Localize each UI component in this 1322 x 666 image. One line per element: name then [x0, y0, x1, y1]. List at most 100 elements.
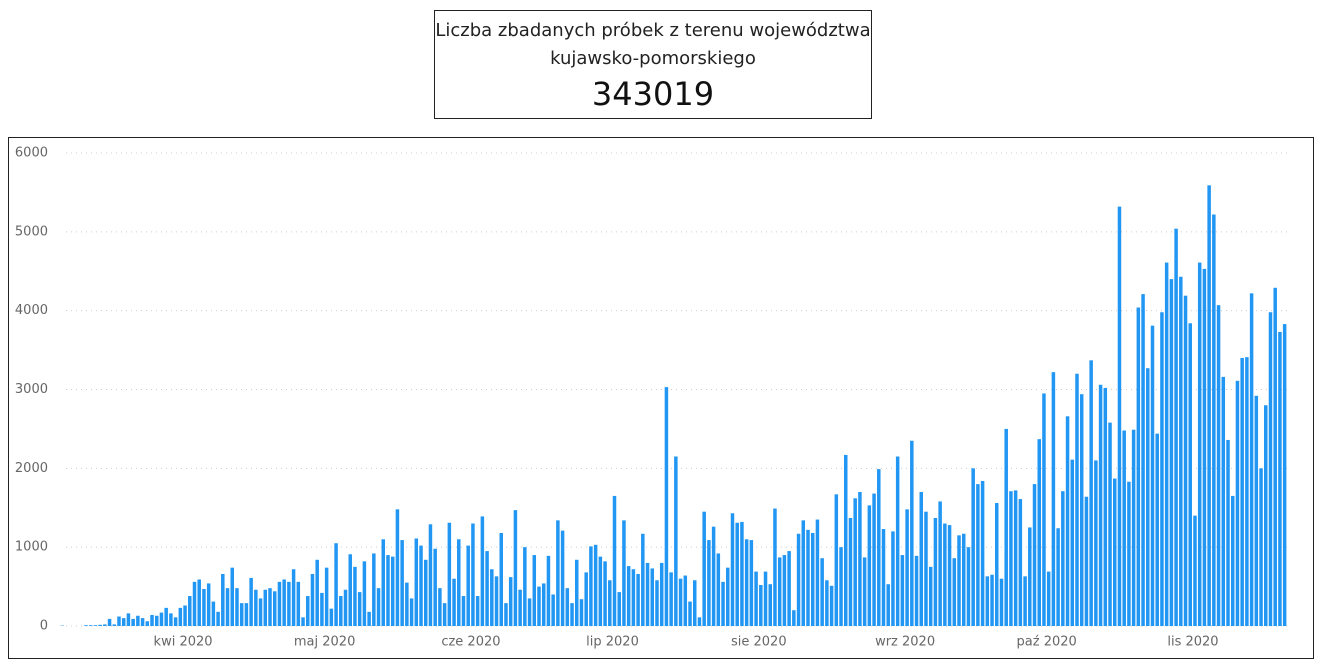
bar [1004, 428, 1008, 626]
bar [1084, 496, 1089, 626]
bar [985, 576, 990, 626]
bar [296, 581, 301, 626]
bar [622, 520, 626, 626]
bar [386, 555, 390, 626]
bar [1131, 429, 1136, 626]
bar [933, 517, 938, 626]
bar [773, 508, 777, 626]
bar [457, 539, 461, 626]
bar [1075, 373, 1079, 626]
bar [1023, 576, 1027, 626]
bar [518, 589, 522, 626]
bar [419, 545, 423, 626]
bar [88, 625, 93, 626]
card-title: Liczba zbadanych próbek z terenu wojewód… [435, 20, 871, 69]
bar [990, 574, 994, 626]
bar [810, 532, 815, 626]
bar [905, 509, 909, 626]
bar [999, 578, 1004, 626]
bar [862, 557, 867, 626]
bar [1179, 276, 1183, 626]
bar [754, 571, 758, 626]
bar [93, 625, 98, 626]
bar [1188, 323, 1193, 626]
bar [414, 538, 419, 626]
bar [1207, 185, 1211, 627]
bar [1240, 357, 1244, 626]
bar [1282, 324, 1287, 626]
bar [617, 592, 621, 626]
bar [782, 555, 787, 626]
y-tick-label: 2000 [15, 461, 48, 476]
bar [565, 588, 570, 626]
chart: 0 1000 2000 3000 4000 5000 6000 kwi 2020 maj 202… [8, 137, 1314, 659]
bar [1230, 495, 1235, 626]
bar [329, 608, 334, 626]
bar [641, 533, 645, 626]
bar [98, 624, 102, 626]
bar [206, 583, 211, 626]
bar [244, 603, 249, 626]
bar [924, 511, 928, 626]
bar [556, 520, 560, 626]
bar [230, 567, 234, 626]
bar [1174, 228, 1178, 626]
bar [721, 581, 725, 626]
bar [928, 566, 933, 626]
bar [655, 580, 659, 626]
y-tick-label: 1000 [15, 540, 48, 555]
bar [806, 529, 810, 626]
bar [858, 491, 862, 626]
card-value: 343019 [591, 75, 715, 113]
x-tick-label: paź 2020 [1017, 635, 1077, 650]
bar [688, 601, 692, 626]
bar [726, 567, 730, 626]
x-tick-label: lis 2020 [1167, 635, 1218, 650]
bar [1108, 422, 1112, 626]
bar [471, 523, 475, 626]
bar [447, 522, 452, 626]
bar [792, 610, 796, 626]
bar [1216, 305, 1221, 626]
bar [339, 596, 343, 626]
bar [815, 519, 820, 626]
bar [1103, 387, 1108, 626]
bar [910, 440, 914, 626]
bar [499, 532, 503, 626]
bar [1264, 405, 1268, 626]
bar [957, 535, 961, 626]
bar [961, 533, 966, 626]
bar [579, 599, 584, 626]
bar [211, 601, 216, 626]
bar [1202, 268, 1207, 626]
bar [1028, 527, 1032, 626]
bar [664, 387, 669, 626]
bar [188, 596, 192, 626]
bar [263, 589, 268, 626]
bar [112, 624, 117, 626]
bar [353, 566, 357, 626]
bar [164, 607, 168, 626]
bar [697, 617, 702, 626]
bar [537, 586, 541, 626]
bar [669, 572, 673, 626]
bar [433, 548, 437, 626]
bar [749, 540, 754, 626]
bar [136, 615, 140, 626]
bar [900, 555, 905, 626]
bar [787, 551, 791, 626]
bar [428, 524, 433, 626]
bar [287, 581, 291, 626]
bar [589, 546, 593, 626]
y-tick-label: 5000 [15, 224, 48, 239]
bar [532, 555, 537, 626]
bar [1146, 368, 1150, 626]
bar [645, 562, 650, 626]
bar [357, 592, 362, 626]
bar [221, 573, 225, 626]
bar [716, 553, 721, 626]
bar [711, 526, 716, 626]
bar [282, 579, 286, 626]
bar [291, 569, 296, 626]
